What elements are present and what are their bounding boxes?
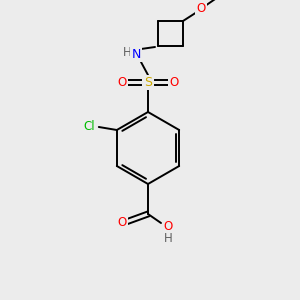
- Text: O: O: [169, 76, 178, 88]
- Text: N: N: [131, 47, 141, 61]
- Text: S: S: [144, 76, 152, 88]
- Text: H: H: [164, 232, 172, 244]
- Text: O: O: [196, 2, 206, 16]
- Text: O: O: [164, 220, 172, 233]
- Text: H: H: [123, 46, 131, 59]
- Text: O: O: [117, 215, 127, 229]
- Text: Cl: Cl: [83, 119, 94, 133]
- Text: O: O: [117, 76, 127, 88]
